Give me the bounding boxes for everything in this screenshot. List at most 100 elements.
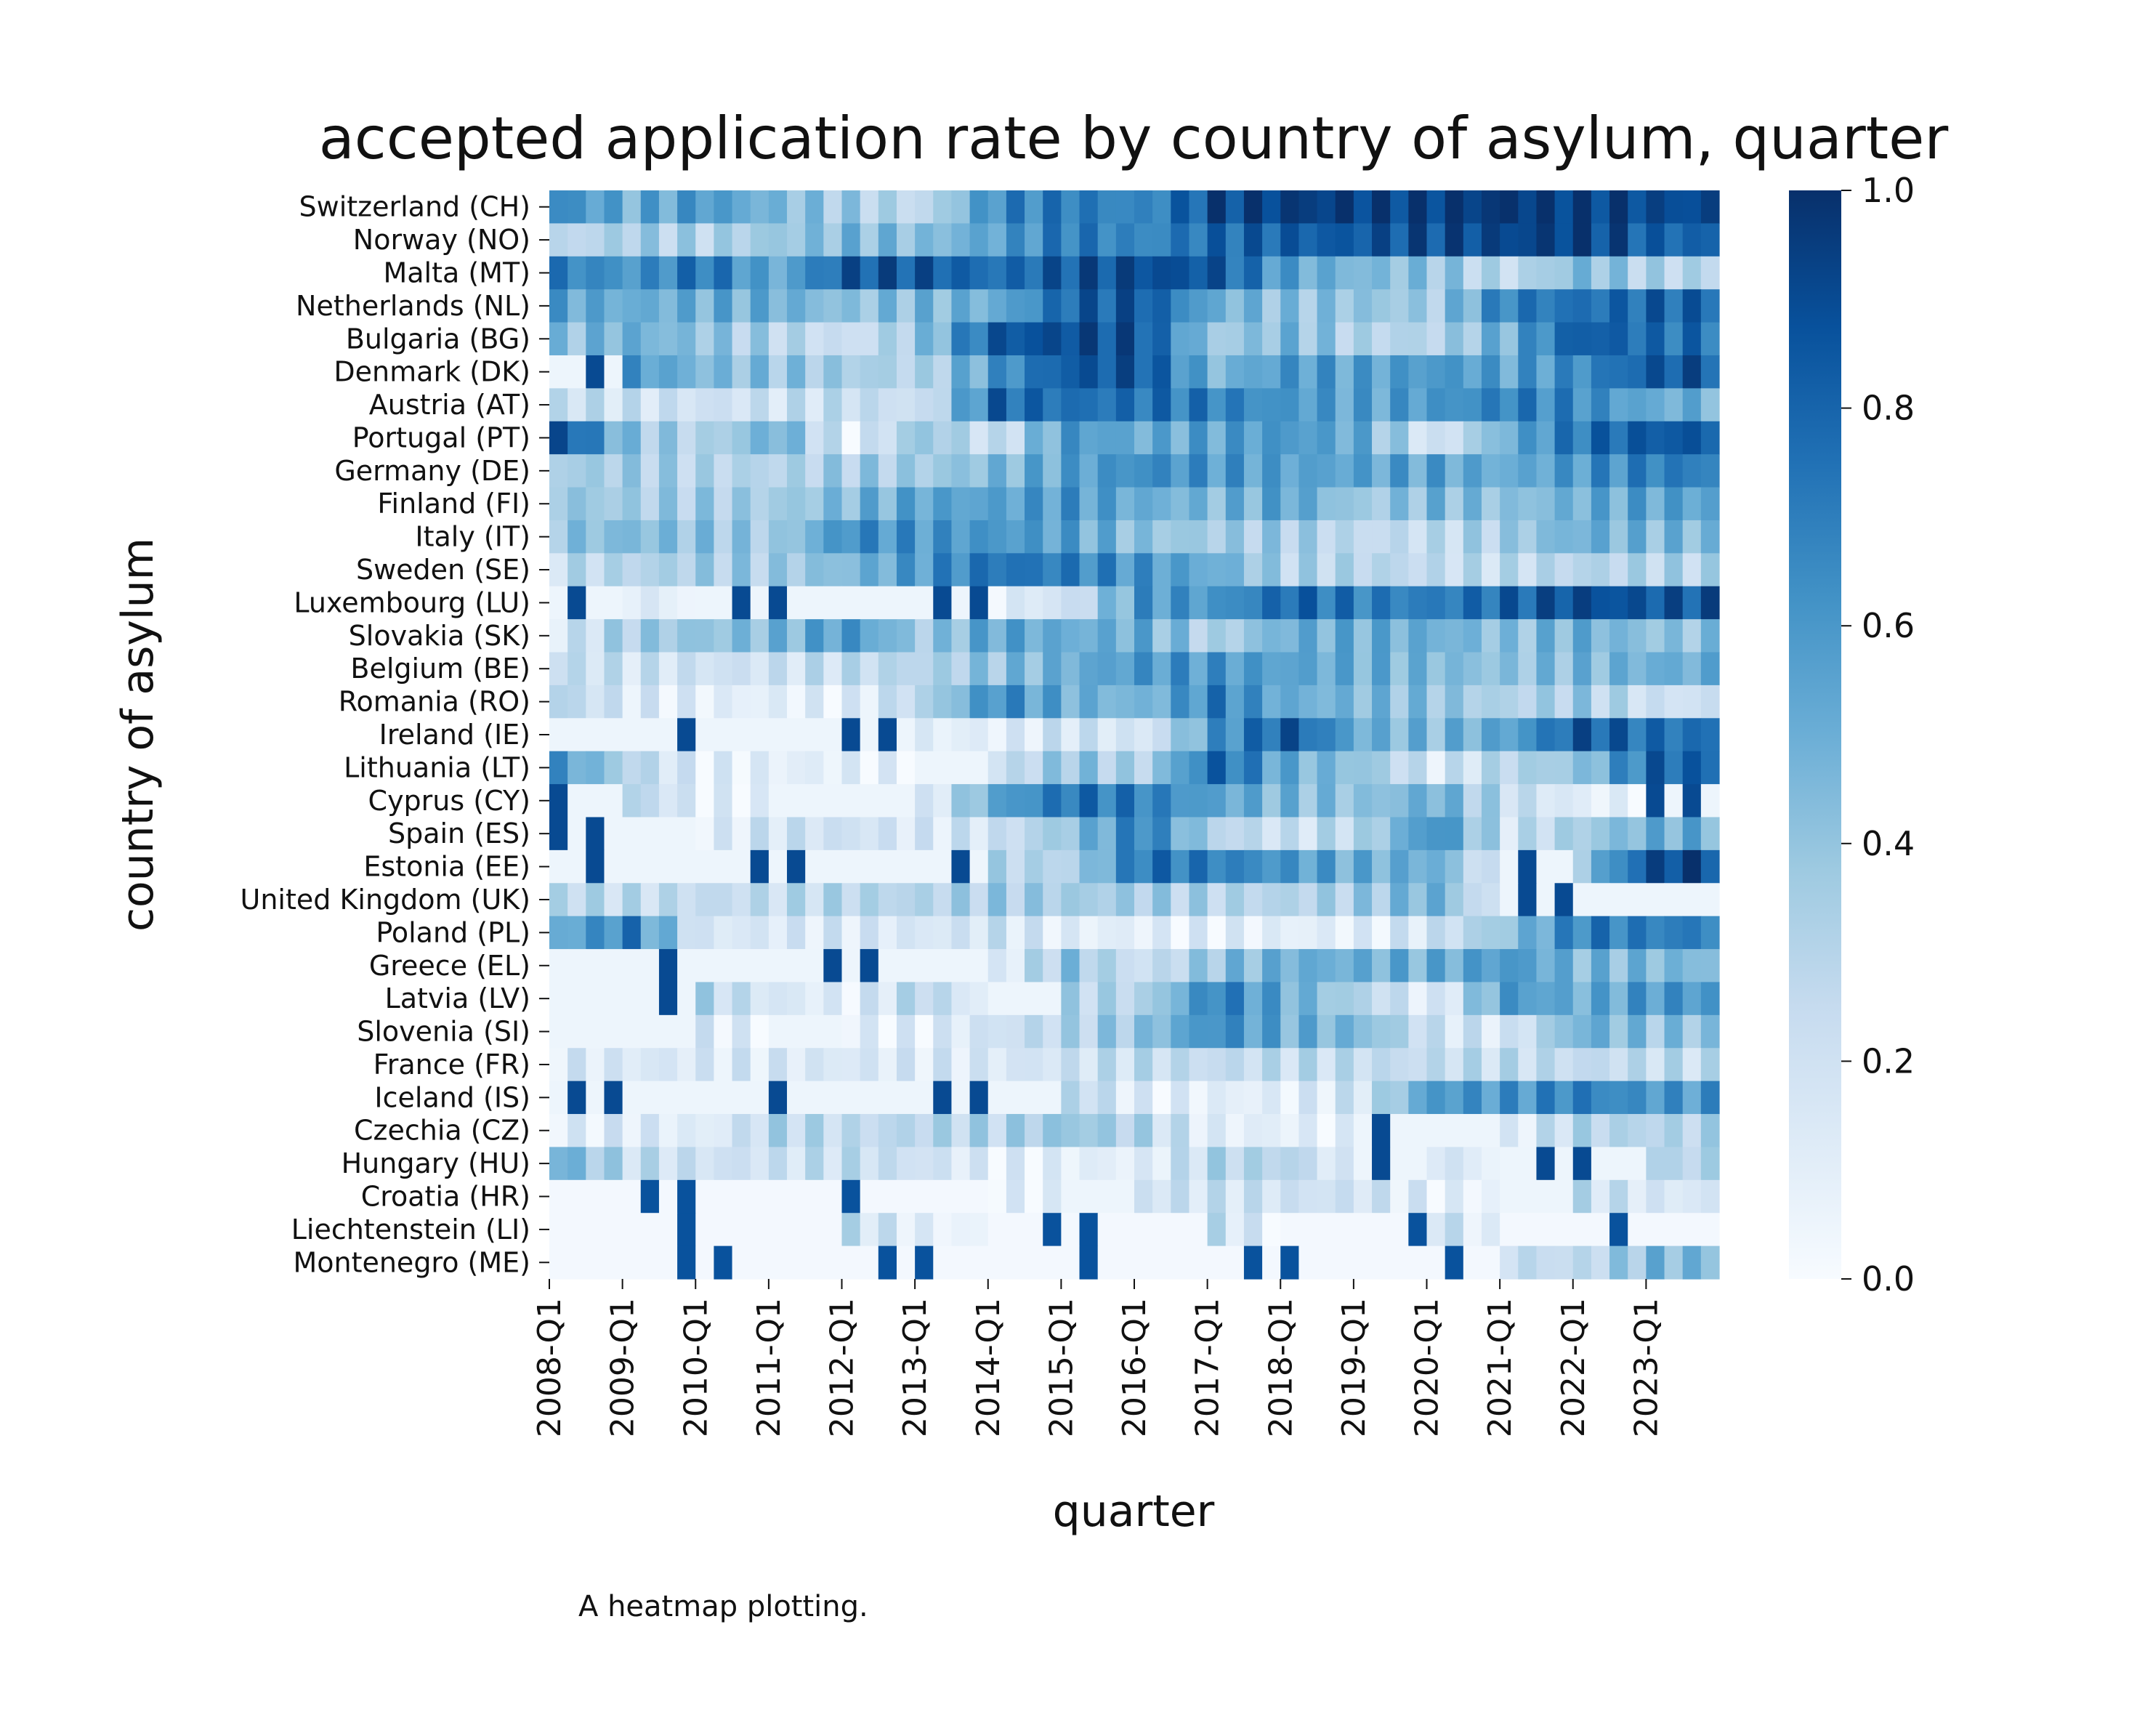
heatmap-cell (1700, 553, 1720, 587)
heatmap-cell (622, 1081, 642, 1115)
heatmap-cell (640, 685, 660, 719)
heatmap-cell (1682, 849, 1702, 884)
heatmap-cell (1536, 487, 1556, 521)
heatmap-cell (823, 190, 843, 224)
heatmap-cell (1390, 1213, 1409, 1247)
heatmap-cell (604, 817, 623, 851)
heatmap-cell (695, 883, 715, 917)
heatmap-cell (1572, 586, 1592, 620)
heatmap-cell (1628, 355, 1647, 389)
heatmap-cell (1097, 190, 1117, 224)
heatmap-cell (658, 1246, 678, 1280)
heatmap-cell (1426, 586, 1446, 620)
heatmap-cell (1189, 1147, 1208, 1181)
heatmap-cell (1171, 1213, 1190, 1247)
heatmap-cell (677, 355, 696, 389)
heatmap-cell (567, 487, 586, 521)
heatmap-cell (640, 1147, 660, 1181)
heatmap-cell (714, 751, 733, 785)
heatmap-cell (1591, 849, 1610, 884)
heatmap-cell (604, 784, 623, 818)
heatmap-cell (1372, 1114, 1391, 1148)
heatmap-cell (1518, 982, 1538, 1016)
heatmap-cell (878, 223, 897, 257)
heatmap-cell (1043, 784, 1062, 818)
heatmap-cell (750, 751, 769, 785)
heatmap-cell (695, 256, 715, 290)
heatmap-cell (549, 817, 568, 851)
heatmap-cell (841, 190, 861, 224)
heatmap-cell (1171, 1246, 1190, 1280)
heatmap-cell (1097, 685, 1117, 719)
heatmap-cell (1171, 1081, 1190, 1115)
heatmap-cell (1463, 1246, 1482, 1280)
heatmap-cell (841, 586, 861, 620)
heatmap-cell (860, 454, 879, 488)
heatmap-cell (1115, 1179, 1135, 1214)
heatmap-cell (823, 817, 843, 851)
heatmap-cell (1372, 586, 1391, 620)
heatmap-cell (805, 487, 824, 521)
heatmap-cell (1572, 652, 1592, 686)
heatmap-cell (878, 1246, 897, 1280)
heatmap-cell (1115, 421, 1135, 455)
heatmap-cell (1426, 520, 1446, 554)
heatmap-cell (1207, 586, 1227, 620)
heatmap-cell (860, 1213, 879, 1247)
heatmap-cell (1225, 718, 1245, 752)
heatmap-cell (1061, 289, 1080, 323)
heatmap-cell (1243, 553, 1263, 587)
heatmap-cell (750, 685, 769, 719)
heatmap-cell (1189, 1048, 1208, 1082)
heatmap-cell (604, 190, 623, 224)
heatmap-cell (732, 1147, 751, 1181)
heatmap-cell (1554, 553, 1574, 587)
heatmap-cell (896, 223, 916, 257)
heatmap-cell (1426, 355, 1446, 389)
heatmap-cell (1317, 849, 1336, 884)
y-tick-label: Bulgaria (BG) (346, 323, 530, 355)
heatmap-cell (1390, 1147, 1409, 1181)
heatmap-cell (1189, 685, 1208, 719)
heatmap-cell (1025, 256, 1043, 290)
heatmap-cell (823, 751, 843, 785)
heatmap-cell (933, 916, 953, 950)
heatmap-cell (933, 1014, 953, 1049)
heatmap-cell (1189, 849, 1208, 884)
heatmap-cell (1500, 289, 1519, 323)
heatmap-cell (787, 421, 806, 455)
heatmap-cell (896, 322, 916, 356)
heatmap-cell (823, 289, 843, 323)
heatmap-cell (732, 1179, 751, 1214)
heatmap-cell (768, 619, 788, 653)
heatmap-cell (1298, 1147, 1318, 1181)
heatmap-cell (1025, 586, 1043, 620)
heatmap-cell (1079, 949, 1099, 983)
heatmap-cell (1298, 520, 1318, 554)
heatmap-cell (1152, 190, 1171, 224)
heatmap-cell (1097, 1048, 1117, 1082)
heatmap-cell (1225, 586, 1245, 620)
heatmap-cell (549, 1014, 568, 1049)
heatmap-cell (1243, 982, 1263, 1016)
heatmap-cell (1664, 355, 1684, 389)
heatmap-cell (1372, 388, 1391, 422)
heatmap-cell (768, 586, 788, 620)
heatmap-cell (1481, 982, 1500, 1016)
heatmap-cell (1171, 849, 1190, 884)
heatmap-cell (549, 322, 568, 356)
heatmap-cell (1335, 190, 1354, 224)
heatmap-cell (1335, 685, 1354, 719)
heatmap-cell (1609, 1179, 1628, 1214)
heatmap-cell (1006, 685, 1025, 719)
heatmap-cell (1609, 520, 1628, 554)
heatmap-cell (1225, 982, 1245, 1016)
heatmap-cell (1463, 1179, 1482, 1214)
heatmap-cell (1390, 487, 1409, 521)
heatmap-cell (1006, 916, 1025, 950)
heatmap-cell (860, 1048, 879, 1082)
heatmap-cell (622, 520, 642, 554)
heatmap-cell (1225, 520, 1245, 554)
heatmap-cell (1646, 355, 1665, 389)
heatmap-cell (1079, 652, 1099, 686)
